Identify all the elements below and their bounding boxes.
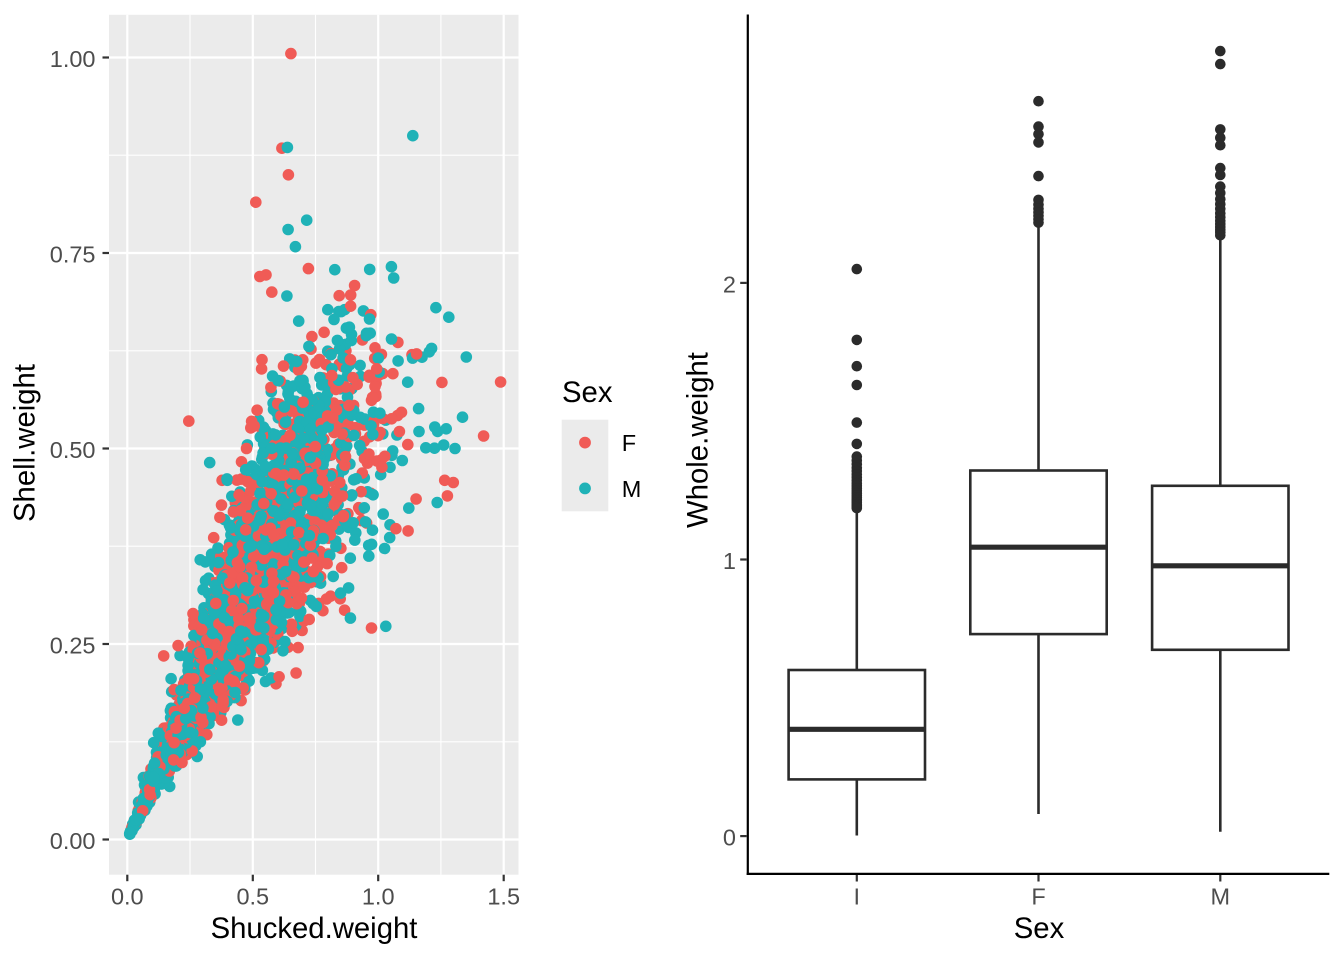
svg-text:1.5: 1.5 (487, 884, 520, 910)
svg-text:I: I (854, 884, 861, 910)
svg-text:1.00: 1.00 (50, 46, 96, 72)
svg-text:M: M (1211, 884, 1231, 910)
svg-text:Whole.weight: Whole.weight (681, 352, 714, 528)
svg-text:0.75: 0.75 (50, 242, 96, 268)
svg-text:0.00: 0.00 (50, 828, 96, 854)
svg-text:Shell.weight: Shell.weight (9, 364, 42, 522)
svg-text:F: F (622, 430, 636, 456)
svg-text:Shucked.weight: Shucked.weight (211, 912, 418, 945)
svg-text:F: F (1031, 884, 1045, 910)
svg-text:0.50: 0.50 (50, 437, 96, 463)
svg-text:0: 0 (723, 825, 736, 851)
svg-text:0.25: 0.25 (50, 633, 96, 659)
svg-text:Sex: Sex (1014, 912, 1065, 945)
svg-text:0.0: 0.0 (111, 884, 144, 910)
svg-text:0.5: 0.5 (236, 884, 269, 910)
svg-text:1.0: 1.0 (362, 884, 395, 910)
svg-text:1: 1 (723, 548, 736, 574)
svg-text:Sex: Sex (562, 376, 613, 409)
svg-text:M: M (622, 476, 642, 502)
svg-text:2: 2 (723, 271, 736, 297)
